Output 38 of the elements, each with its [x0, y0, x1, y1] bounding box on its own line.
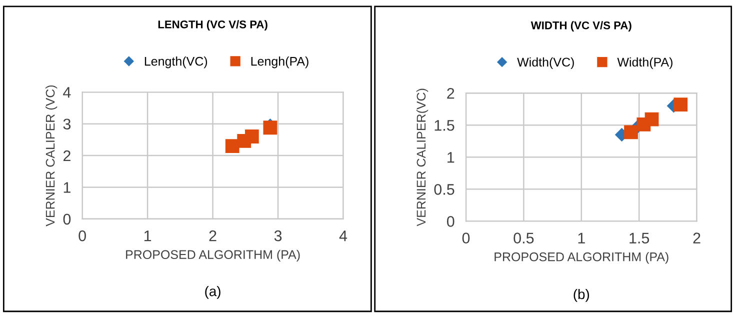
x-axis-title: PROPOSED ALGORITHM (PA): [494, 252, 668, 264]
x-tick-label: 2: [693, 232, 700, 244]
x-tick-label: 3: [274, 230, 282, 242]
point: [674, 98, 688, 112]
y-tick-label: 3: [63, 118, 71, 130]
point: [624, 125, 638, 140]
chart-title: LENGTH (VC V/S PA): [158, 20, 268, 31]
x-tick-label: 0.5: [514, 232, 534, 244]
legend-label: Width(PA): [617, 57, 672, 70]
x-tick-label: 1: [578, 232, 585, 244]
text: (b): [574, 288, 590, 302]
point: [644, 112, 659, 126]
y-tick-label: 0.5: [434, 184, 454, 195]
x-tick-label: 0: [462, 232, 470, 244]
y-tick-label: 0: [446, 216, 454, 227]
y-tick-label: 1: [64, 182, 70, 193]
y-axis-title: VERNIER CALIPER (VC): [46, 85, 58, 226]
x-tick-label: 0: [78, 230, 86, 242]
x-tick-label: 4: [339, 230, 348, 242]
x-tick-label: 1: [144, 230, 152, 242]
legend-label: Width(VC): [517, 57, 574, 70]
legend-label: Lengh(PA): [251, 56, 308, 68]
y-tick-label: 0: [63, 214, 71, 225]
y-tick-label: 4: [63, 87, 71, 98]
point: [263, 120, 278, 135]
y-tick-label: 1.5: [434, 120, 454, 131]
point: [225, 139, 240, 153]
legend-label: Length(VC): [144, 56, 208, 68]
point: [244, 130, 259, 144]
x-tick-label: 2: [209, 230, 216, 242]
x-tick-label: 1.5: [630, 232, 650, 244]
y-tick-label: 2: [447, 88, 454, 99]
text: (a): [205, 286, 220, 299]
y-tick-label: 1: [448, 152, 454, 163]
chart-title: WIDTH (VC V/S PA): [530, 21, 632, 32]
x-axis-title: PROPOSED ALGORITHM (PA): [126, 250, 300, 262]
y-tick-label: 2: [63, 150, 70, 162]
y-axis-title: VERNIER CALIPER(VC): [416, 88, 428, 226]
